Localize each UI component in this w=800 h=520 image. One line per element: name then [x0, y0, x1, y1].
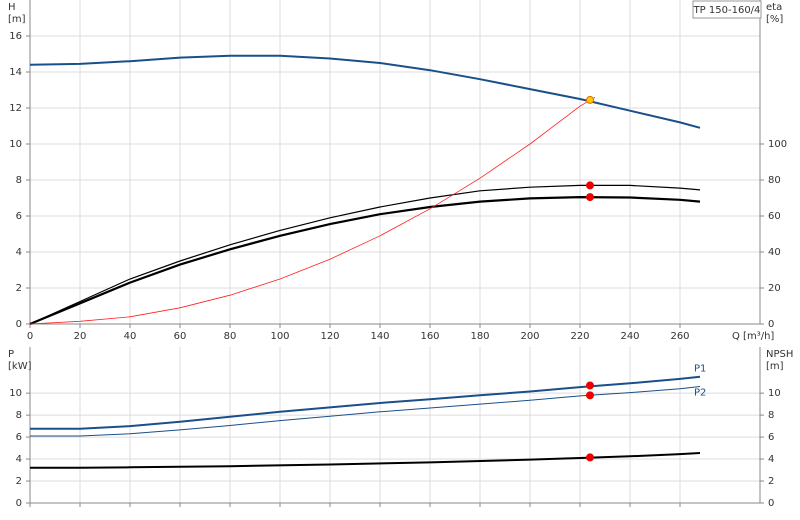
operating-point: [586, 381, 594, 390]
x-tick-label: 20: [74, 331, 87, 342]
x-tick-label: 180: [470, 331, 489, 342]
y-tick-label: 8: [16, 175, 22, 186]
y-tick-label: 14: [9, 67, 22, 78]
y2-unit: [m]: [766, 361, 784, 372]
x-tick-label: 100: [270, 331, 289, 342]
x-tick-label: 200: [520, 331, 539, 342]
curve-label: P2: [694, 388, 706, 399]
y2-tick-label: 80: [768, 175, 781, 186]
y2-label: eta: [766, 2, 782, 13]
y2-tick-label: 0: [768, 498, 774, 509]
operating-point: [586, 391, 594, 400]
y-label: P: [8, 349, 14, 360]
y-label: H: [8, 2, 16, 13]
curve: [29, 184, 701, 325]
y-unit: [m]: [8, 14, 26, 25]
x-tick-label: 140: [370, 331, 389, 342]
curve: [30, 375, 701, 430]
x-tick-label: 0: [27, 331, 33, 342]
y-tick-label: 2: [16, 283, 22, 294]
y2-tick-label: 40: [768, 247, 781, 258]
title-box: [692, 0, 762, 19]
curve: [30, 386, 701, 437]
y-unit: [kW]: [8, 361, 32, 372]
y-tick-label: 16: [9, 31, 22, 42]
y-tick-label: 6: [16, 211, 22, 222]
x-tick-label: 240: [620, 331, 639, 342]
y-tick-label: 4: [16, 454, 22, 465]
operating-point: [586, 181, 594, 190]
y2-tick-label: 60: [768, 211, 781, 222]
y2-tick-label: 100: [768, 139, 787, 150]
y2-label: NPSH: [766, 349, 793, 360]
y2-tick-label: 4: [768, 454, 774, 465]
curve: [29, 96, 596, 325]
x-tick-label: 220: [570, 331, 589, 342]
y-tick-label: 2: [16, 476, 22, 487]
y-tick-label: 4: [16, 247, 22, 258]
x-tick-label: 60: [174, 331, 187, 342]
y-tick-label: 12: [9, 103, 22, 114]
y-tick-label: 6: [16, 432, 22, 443]
x-tick-label: 40: [124, 331, 137, 342]
x-tick-label: 160: [420, 331, 439, 342]
x-tick-label: 260: [670, 331, 689, 342]
operating-point: [586, 95, 594, 104]
y-tick-label: 8: [16, 410, 22, 421]
x-tick-label: 80: [224, 331, 237, 342]
x-label: Q [m³/h]: [732, 331, 774, 342]
y2-tick-label: 2: [768, 476, 774, 487]
curve: [29, 54, 701, 129]
chart-title: TP 150-160/4: [693, 5, 761, 16]
y-tick-label: 0: [16, 498, 22, 509]
y2-tick-label: 8: [768, 410, 774, 421]
curve: [29, 195, 701, 326]
y2-tick-label: 0: [768, 319, 774, 330]
y2-tick-label: 20: [768, 283, 781, 294]
operating-point: [586, 453, 594, 462]
y2-unit: [%]: [766, 14, 783, 25]
y2-tick-label: 10: [768, 388, 781, 399]
operating-point: [586, 193, 594, 202]
y-tick-label: 0: [16, 319, 22, 330]
x-tick-label: 120: [320, 331, 339, 342]
curve-label: P1: [694, 364, 706, 375]
y-tick-label: 10: [9, 388, 22, 399]
y-tick-label: 10: [9, 139, 22, 150]
curve: [30, 452, 701, 469]
y2-tick-label: 6: [768, 432, 774, 443]
